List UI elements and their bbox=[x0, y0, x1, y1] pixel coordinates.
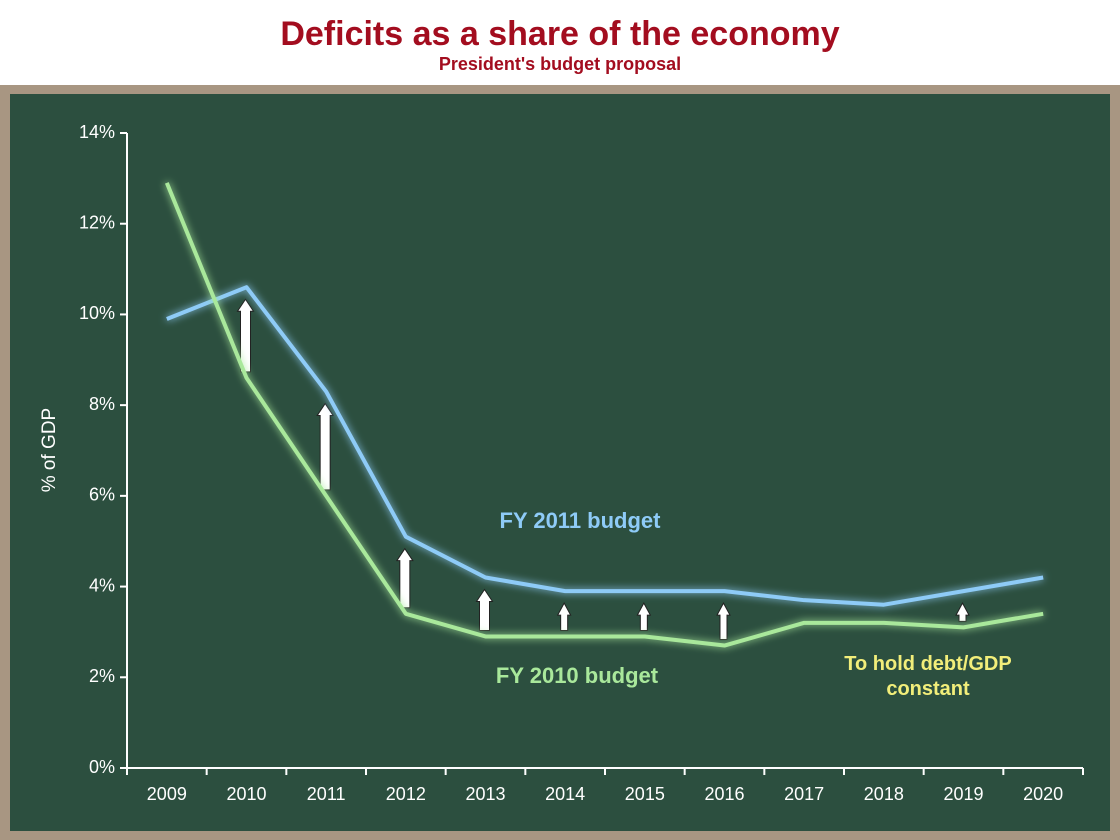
x-tick-label: 2019 bbox=[943, 784, 983, 804]
threshold-label: To hold debt/GDP constant bbox=[844, 653, 1011, 700]
x-tick-label: 2011 bbox=[307, 784, 346, 804]
x-tick-label: 2018 bbox=[864, 784, 904, 804]
threshold-label-line: constant bbox=[886, 678, 970, 700]
arrow bbox=[236, 298, 255, 373]
series-line bbox=[164, 182, 1044, 648]
y-tick-label: 2% bbox=[89, 666, 115, 686]
y-axis-label: % of GDP bbox=[39, 408, 60, 492]
y-tick-label: 8% bbox=[89, 394, 115, 414]
x-tick-label: 2013 bbox=[465, 784, 505, 804]
series-label: FY 2011 budget bbox=[500, 508, 662, 533]
x-tick-label: 2015 bbox=[625, 784, 665, 804]
y-tick-label: 4% bbox=[89, 575, 115, 595]
chart-subtitle: President's budget proposal bbox=[439, 54, 681, 74]
arrow bbox=[316, 402, 335, 491]
series-line bbox=[166, 285, 1044, 607]
x-tick-label: 2009 bbox=[147, 784, 187, 804]
y-tick-label: 14% bbox=[79, 122, 115, 142]
arrow bbox=[716, 602, 731, 641]
y-tick-label: 12% bbox=[79, 212, 115, 232]
arrow bbox=[475, 588, 494, 631]
threshold-label-line: To hold debt/GDP bbox=[844, 653, 1011, 675]
chart-title: Deficits as a share of the economy bbox=[280, 15, 839, 53]
arrow bbox=[636, 602, 652, 631]
x-tick-label: 2014 bbox=[545, 784, 585, 804]
x-tick-label: 2020 bbox=[1023, 784, 1063, 804]
y-tick-label: 6% bbox=[89, 485, 115, 505]
arrow bbox=[395, 547, 414, 609]
arrow bbox=[556, 602, 572, 631]
y-tick-label: 10% bbox=[79, 303, 115, 323]
y-tick-label: 0% bbox=[89, 757, 115, 777]
plot-background bbox=[10, 94, 1110, 831]
arrow bbox=[955, 602, 970, 622]
x-tick-label: 2017 bbox=[784, 784, 824, 804]
x-tick-label: 2010 bbox=[226, 784, 266, 804]
x-tick-label: 2016 bbox=[704, 784, 744, 804]
series-label: FY 2010 budget bbox=[496, 663, 659, 688]
x-tick-label: 2012 bbox=[386, 784, 426, 804]
